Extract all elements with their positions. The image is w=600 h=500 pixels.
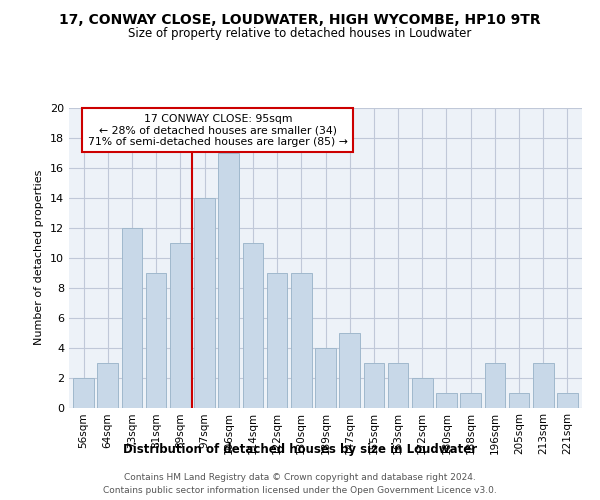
Bar — [557, 392, 578, 407]
Text: Contains public sector information licensed under the Open Government Licence v3: Contains public sector information licen… — [103, 486, 497, 495]
Bar — [509, 392, 529, 407]
Bar — [146, 272, 166, 407]
Text: 17 CONWAY CLOSE: 95sqm
← 28% of detached houses are smaller (34)
71% of semi-det: 17 CONWAY CLOSE: 95sqm ← 28% of detached… — [88, 114, 348, 146]
Text: 17, CONWAY CLOSE, LOUDWATER, HIGH WYCOMBE, HP10 9TR: 17, CONWAY CLOSE, LOUDWATER, HIGH WYCOMB… — [59, 12, 541, 26]
Text: Size of property relative to detached houses in Loudwater: Size of property relative to detached ho… — [128, 28, 472, 40]
Bar — [388, 362, 409, 408]
Text: Contains HM Land Registry data © Crown copyright and database right 2024.: Contains HM Land Registry data © Crown c… — [124, 472, 476, 482]
Bar — [97, 362, 118, 408]
Bar — [194, 198, 215, 408]
Y-axis label: Number of detached properties: Number of detached properties — [34, 170, 44, 345]
Bar — [412, 378, 433, 408]
Bar — [364, 362, 384, 408]
Bar — [122, 228, 142, 408]
Bar — [170, 242, 191, 408]
Bar — [533, 362, 554, 408]
Bar — [485, 362, 505, 408]
Bar — [460, 392, 481, 407]
Bar — [315, 348, 336, 408]
Bar — [242, 242, 263, 408]
Bar — [340, 332, 360, 407]
Text: Distribution of detached houses by size in Loudwater: Distribution of detached houses by size … — [123, 442, 477, 456]
Bar — [291, 272, 311, 407]
Bar — [267, 272, 287, 407]
Bar — [436, 392, 457, 407]
Bar — [73, 378, 94, 408]
Bar — [218, 152, 239, 408]
